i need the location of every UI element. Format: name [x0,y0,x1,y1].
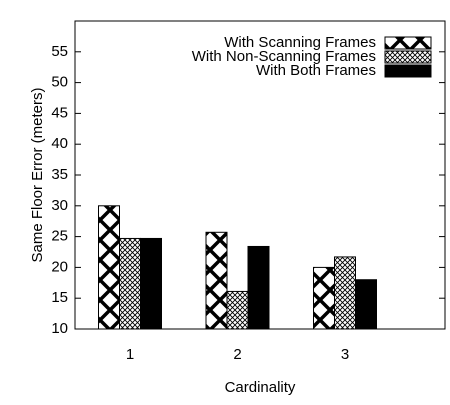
y-tick-label: 15 [51,289,68,306]
bar [247,245,270,330]
bar [205,231,228,330]
y-tick-label: 45 [51,104,68,121]
legend-swatch [384,36,432,50]
bar [313,266,335,330]
bar [355,279,377,330]
y-tick-label: 20 [51,258,68,275]
y-tick-label: 30 [51,197,68,214]
y-tick-label: 50 [51,74,68,91]
y-tick-label: 55 [51,43,68,60]
bar [140,237,162,330]
y-tick-label: 10 [51,320,68,337]
y-axis-label: Same Floor Error (meters) [29,87,46,262]
legend-label: With Both Frames [256,62,376,79]
legend-label: With Non-Scanning Frames [192,48,376,65]
legend-swatch [384,64,432,78]
x-tick-label: 1 [126,346,134,363]
y-tick-label: 25 [51,228,68,245]
legend-swatch [384,50,432,64]
bar [98,205,120,330]
bar [334,256,356,330]
y-tick-label: 35 [51,166,68,183]
bar [119,237,141,330]
bar [226,290,249,330]
x-axis-label: Cardinality [225,379,296,396]
y-tick-label: 40 [51,135,68,152]
x-tick-label: 3 [341,346,349,363]
legend-label: With Scanning Frames [224,34,376,51]
x-tick-label: 2 [233,346,241,363]
